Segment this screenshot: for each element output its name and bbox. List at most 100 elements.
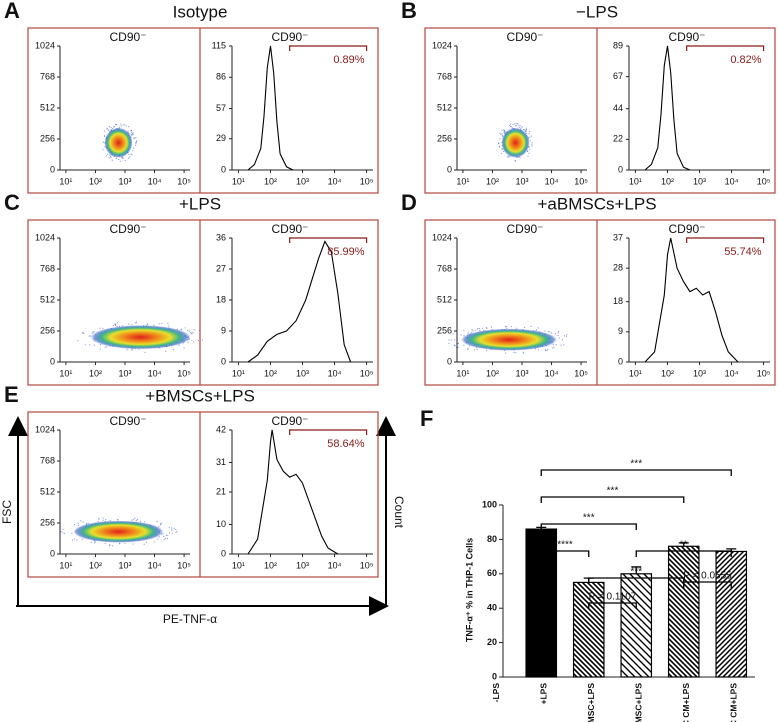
scatter-dot — [132, 519, 135, 521]
density-cloud — [501, 127, 530, 158]
scatter-dot — [144, 351, 146, 354]
scatter-dot — [62, 532, 64, 534]
scatter-dot — [127, 130, 129, 132]
scatter-dot — [128, 153, 130, 156]
x-tick-label: 10³ — [515, 368, 528, 378]
scatter-dot — [85, 522, 88, 525]
scatter-dot — [471, 329, 473, 331]
significance-label: P = 0.1107 — [589, 592, 637, 603]
y-tick-label: 0 — [447, 356, 452, 366]
y-tick-label: 768 — [437, 263, 452, 273]
scatter-dot — [519, 156, 521, 159]
y-tick-label: 18 — [613, 296, 623, 306]
y-tick-label: 40 — [487, 603, 497, 613]
scatter-dot — [525, 128, 527, 131]
significance-bracket — [683, 581, 732, 588]
scatter-dot — [504, 131, 506, 133]
significance-label: *** — [630, 567, 642, 578]
scatter-dot — [499, 132, 501, 134]
y-tick-label: 256 — [40, 517, 55, 527]
histogram — [644, 237, 739, 363]
y-tick-label: 512 — [40, 294, 55, 304]
bar — [715, 550, 748, 678]
y-tick-label: 1024 — [432, 40, 452, 50]
x-tick-label: -LPS — [491, 683, 501, 703]
scatter-dot — [156, 521, 158, 523]
x-tick-label: 10¹ — [232, 368, 245, 378]
scatter-dot — [515, 352, 517, 354]
y-tick-label: 37 — [613, 232, 623, 242]
scatter-dot — [457, 346, 459, 348]
density-cloud — [73, 520, 164, 543]
scatter-dot — [473, 349, 476, 351]
scatter-dot — [99, 327, 101, 329]
scatter-dot — [558, 337, 560, 339]
scatter-dot — [563, 344, 565, 346]
scatter-dot — [135, 137, 137, 139]
y-tick-label: 20 — [487, 637, 497, 647]
scatter-dot — [490, 326, 493, 328]
scatter-dot — [198, 329, 201, 332]
scatter-dot — [500, 152, 502, 155]
scatter-dot — [167, 325, 170, 327]
scatter-dot — [84, 344, 86, 346]
x-tick-label: 10³ — [296, 176, 309, 186]
significance-label: *** — [630, 459, 642, 470]
scatter-dot — [131, 131, 133, 133]
scatter-dot — [513, 351, 515, 354]
scatter-dot — [129, 156, 131, 158]
x-tick-label: 10¹ — [232, 560, 245, 570]
y-tick-label: 31 — [216, 457, 226, 467]
scatter-dot — [107, 153, 109, 155]
y-tick-label: 256 — [437, 325, 452, 335]
scatter-dot — [516, 122, 518, 125]
y-tick-label: 256 — [40, 325, 55, 335]
scatter-dot — [557, 332, 559, 334]
scatter-dot — [510, 125, 512, 127]
scatter-dot — [153, 324, 155, 326]
x-tick-label: 10⁴ — [148, 368, 162, 378]
scatter-dot — [133, 147, 135, 149]
scatter-dot — [566, 334, 568, 336]
panel-frame — [27, 27, 379, 194]
scatter-dot — [501, 133, 503, 135]
scatter-dot — [551, 347, 554, 349]
x-tick-label: 10² — [89, 176, 102, 186]
significance-label: *** — [583, 513, 595, 524]
panel-letter: D — [401, 190, 417, 215]
x-tick-label: 10³ — [118, 176, 131, 186]
y-tick-label: 256 — [40, 133, 55, 143]
gate — [289, 45, 368, 51]
scatter-dot — [163, 538, 165, 540]
y-tick-label: 0 — [50, 164, 55, 174]
x-tick-label: 10⁴ — [725, 368, 739, 378]
x-tick-label: 10² — [486, 368, 499, 378]
scatter-dot — [127, 157, 130, 159]
scatter-dot — [512, 123, 514, 125]
x-tick-label: 10⁵ — [757, 176, 771, 186]
scatter-dot — [135, 322, 137, 324]
scatter-dot — [131, 323, 133, 326]
scatter-dot — [135, 142, 137, 144]
scatter-dot — [60, 530, 62, 533]
scatter-dot — [143, 543, 145, 545]
scatter-dot — [183, 347, 185, 349]
panel-frame — [27, 219, 379, 386]
error-bar — [631, 566, 642, 574]
significance-bracket — [540, 469, 732, 476]
scatter-dot — [125, 125, 127, 127]
scatter-dot — [132, 132, 134, 134]
scatter-dot — [135, 141, 137, 143]
scatter-dot — [460, 334, 462, 336]
scatter-dot — [110, 126, 112, 129]
scatter-dot — [530, 325, 532, 327]
bar — [572, 581, 605, 678]
scatter-dot — [503, 130, 505, 132]
scatter-dot — [520, 127, 522, 129]
scatter-dot — [107, 129, 109, 131]
scatter-dot — [180, 329, 182, 331]
y-tick-label: 0 — [221, 356, 226, 366]
scatter-dot — [499, 138, 501, 140]
x-tick-label: 10⁵ — [757, 368, 771, 378]
x-tick-label: 10¹ — [456, 368, 469, 378]
